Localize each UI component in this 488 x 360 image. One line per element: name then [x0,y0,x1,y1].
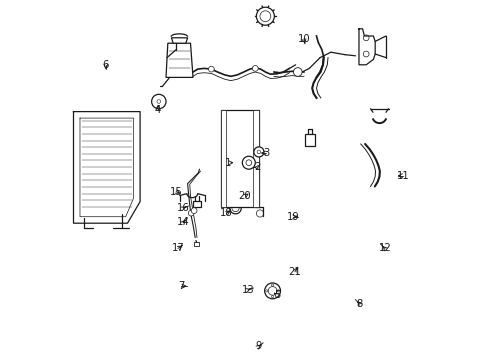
Text: 1: 1 [224,158,231,168]
Text: 9: 9 [255,341,262,351]
Text: 7: 7 [178,281,184,291]
Text: 16: 16 [177,203,189,213]
Text: 18: 18 [220,208,232,218]
Bar [193,201,201,207]
Polygon shape [166,43,193,77]
Text: 15: 15 [169,186,182,197]
Circle shape [256,7,274,25]
Circle shape [264,283,280,299]
Circle shape [151,94,166,109]
Text: 21: 21 [288,267,301,277]
Bar [221,110,258,207]
Text: 20: 20 [238,191,250,201]
Text: 17: 17 [171,243,184,253]
Polygon shape [171,38,187,43]
Text: 6: 6 [102,60,109,70]
Text: 3: 3 [263,148,269,158]
Circle shape [253,147,264,157]
Text: 2: 2 [253,162,260,172]
Bar [253,110,258,207]
Bar [304,134,314,146]
Text: 19: 19 [286,212,299,222]
Circle shape [191,208,197,213]
Circle shape [188,210,194,216]
Circle shape [293,68,302,76]
Bar [194,242,199,246]
Text: 14: 14 [177,217,189,228]
Text: 13: 13 [241,285,254,295]
Text: 10: 10 [297,34,309,44]
Text: 11: 11 [396,171,408,181]
Circle shape [252,66,258,71]
Text: 12: 12 [378,243,390,253]
Bar [221,110,226,207]
Text: 5: 5 [273,290,280,300]
Circle shape [242,156,255,169]
Bar [246,202,251,206]
Text: 8: 8 [356,299,362,309]
Polygon shape [73,112,140,223]
Circle shape [208,66,214,72]
Text: 4: 4 [155,105,161,115]
